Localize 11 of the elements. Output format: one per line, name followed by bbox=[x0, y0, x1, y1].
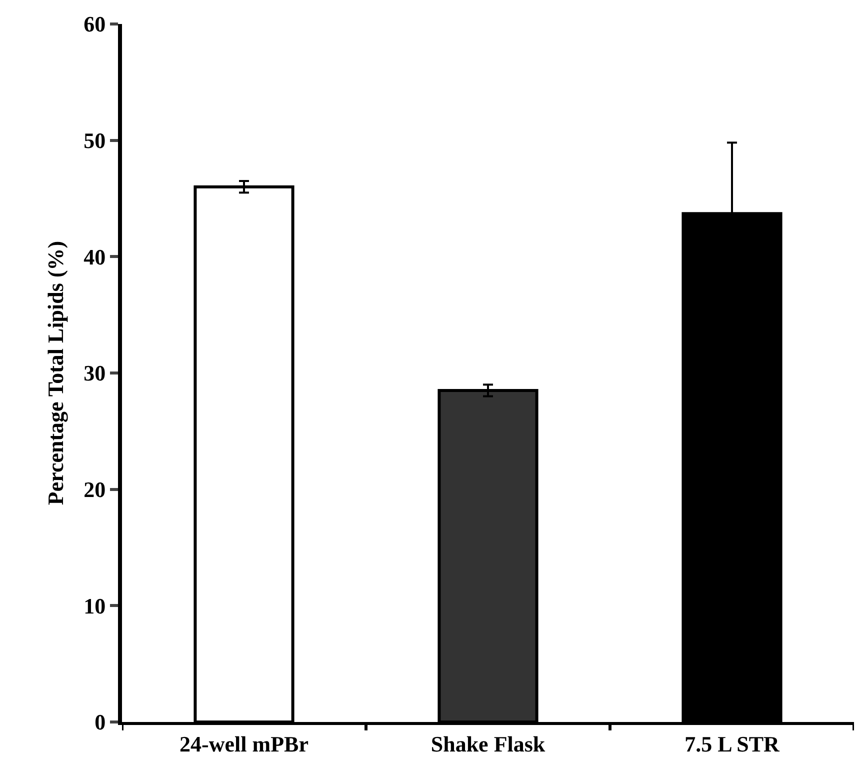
y-tick-label: 10 bbox=[84, 593, 106, 618]
y-tick-label: 0 bbox=[94, 710, 106, 735]
x-tick-label: 7.5 L STR bbox=[684, 731, 780, 756]
y-tick-label: 40 bbox=[84, 244, 106, 270]
y-tick-label: 20 bbox=[84, 477, 106, 502]
x-tick-label: 24-well mPBr bbox=[180, 731, 309, 756]
y-tick-label: 50 bbox=[84, 128, 106, 154]
y-tick-label: 30 bbox=[84, 360, 106, 386]
y-axis-title: Percentage Total Lipids (%) bbox=[42, 240, 68, 506]
x-tick-label: Shake Flask bbox=[430, 731, 546, 756]
y-tick-label: 60 bbox=[84, 12, 106, 37]
